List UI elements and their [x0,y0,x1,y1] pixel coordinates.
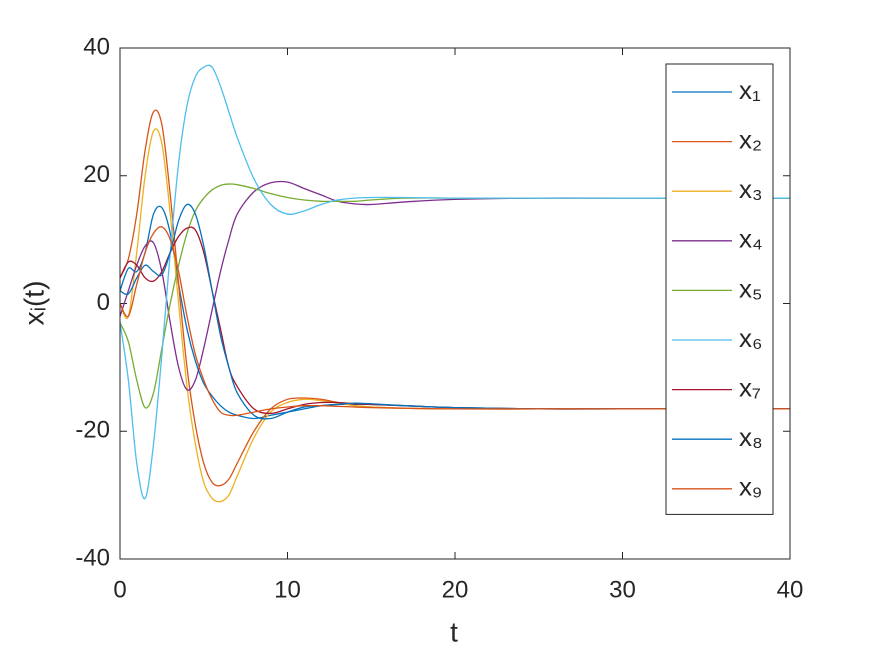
x-tick-label: 10 [274,576,301,603]
legend-label: x₄ [739,224,763,254]
legend-label: x₁ [739,75,761,105]
y-tick-label: 20 [83,161,110,188]
series-line [119,226,790,417]
y-tick-label: -40 [75,544,110,571]
x-axis-label: t [450,616,458,647]
legend-label: x₉ [739,472,762,502]
series-line [119,180,790,391]
series-line [119,203,790,420]
x-tick-label: 20 [442,576,469,603]
x-tick-label: 0 [113,576,126,603]
x-tick-label: 30 [609,576,636,603]
legend-label: x₇ [739,372,761,402]
y-axis-label: xᵢ(t) [18,281,49,326]
legend-label: x₅ [739,273,762,303]
axes-box [119,47,791,560]
y-tick-label: 0 [97,289,110,316]
legend-label: x₆ [739,323,763,353]
series-line [119,64,790,500]
x-tick-label: 40 [777,576,804,603]
y-tick-label: 40 [83,33,110,60]
legend-label: x₃ [739,174,763,204]
legend-label: x₂ [739,124,762,154]
legend-label: x₈ [739,422,763,452]
y-tick-label: -20 [75,417,110,444]
